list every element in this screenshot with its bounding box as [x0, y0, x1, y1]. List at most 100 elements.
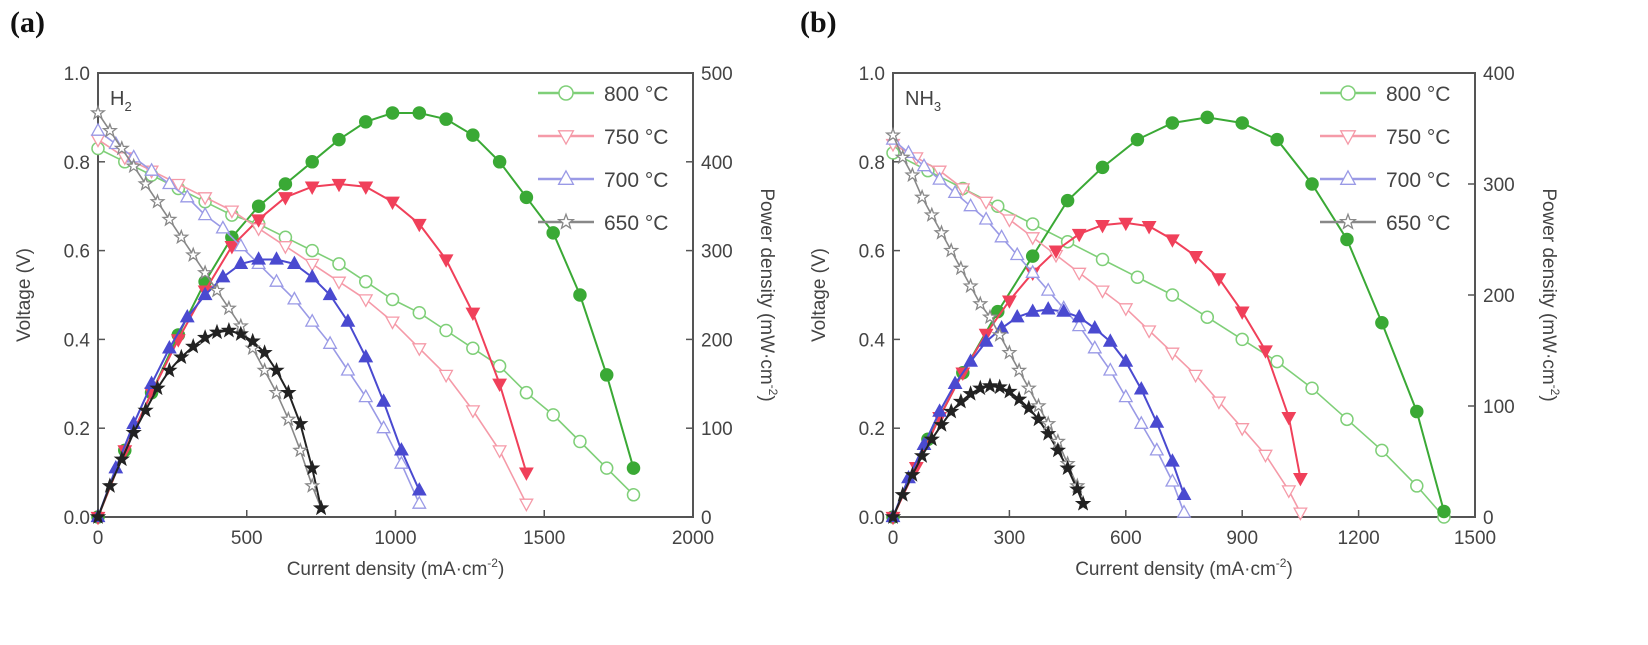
power-point — [1200, 110, 1215, 125]
x-tick-label: 1500 — [523, 528, 565, 549]
power-point — [1020, 399, 1037, 416]
power-point — [1048, 245, 1064, 259]
power-point — [1010, 390, 1028, 407]
voltage-point — [1095, 252, 1110, 267]
voltage-point — [519, 385, 534, 400]
voltage-point — [1165, 288, 1180, 302]
legend-marker — [1340, 85, 1356, 101]
power-point — [137, 401, 154, 418]
voltage-point — [170, 178, 186, 193]
power-point — [278, 177, 293, 191]
power-point — [1281, 411, 1297, 426]
power-point — [573, 288, 587, 302]
voltage-point — [332, 257, 346, 271]
power-point — [1118, 353, 1134, 367]
voltage-point — [197, 192, 213, 206]
gas-label: NH3 — [905, 88, 941, 114]
voltage-point — [331, 276, 347, 290]
legend-marker — [557, 169, 575, 185]
power-point — [978, 333, 994, 347]
voltage-point — [916, 157, 932, 172]
power-point — [268, 361, 285, 378]
legend-label: 650 °C — [1386, 212, 1450, 235]
power-point — [1059, 459, 1076, 476]
power-point — [89, 508, 107, 524]
voltage-point — [1102, 362, 1118, 376]
power-point — [376, 393, 392, 407]
power-point — [962, 385, 979, 401]
power-point — [1074, 495, 1092, 511]
voltage-point — [1010, 361, 1028, 378]
y2-axis-title: Power density (mW·cm-2) — [1538, 188, 1562, 401]
voltage-point — [955, 183, 971, 197]
voltage-point — [144, 162, 160, 176]
voltage-point — [412, 306, 427, 320]
power-point — [197, 329, 214, 345]
power-point — [884, 508, 902, 524]
voltage-point — [1118, 388, 1134, 403]
power-point — [438, 254, 454, 268]
x-tick-label: 1500 — [1454, 528, 1496, 549]
voltage-point — [1020, 379, 1037, 396]
voltage-point — [994, 229, 1010, 243]
power-point — [359, 115, 373, 129]
voltage-point — [546, 408, 560, 422]
power-point — [251, 251, 267, 265]
power-point — [1292, 472, 1308, 487]
voltage-point — [340, 362, 356, 376]
power-point — [913, 447, 931, 463]
x-tick-label: 1000 — [374, 528, 416, 549]
power-point — [304, 268, 320, 283]
voltage-point — [292, 441, 309, 458]
voltage-point — [1071, 267, 1087, 282]
power-line — [892, 116, 1445, 518]
x-tick-label: 500 — [231, 528, 263, 549]
voltage-point — [1118, 303, 1134, 317]
voltage-point — [914, 188, 931, 205]
voltage-point — [256, 361, 273, 378]
legend-entry: 800 °C — [1320, 83, 1450, 106]
voltage-point — [304, 477, 321, 493]
power-point — [1149, 414, 1165, 428]
x-axis-title-text: Current density (mA·cm — [1075, 559, 1276, 580]
power-point — [149, 379, 166, 396]
voltage-point — [1040, 282, 1056, 296]
voltage-point — [947, 184, 963, 199]
voltage-point — [901, 144, 916, 159]
power-line — [892, 221, 1302, 518]
gas-label: H2 — [110, 88, 132, 114]
power-point — [1188, 250, 1204, 265]
voltage-point — [1030, 397, 1047, 413]
power-point — [173, 348, 190, 365]
voltage-point — [932, 171, 948, 185]
y-tick-label: 1.0 — [64, 64, 90, 85]
voltage-point — [358, 388, 374, 403]
series-700 — [885, 131, 1192, 523]
voltage-point — [1235, 332, 1249, 347]
power-point — [331, 178, 347, 193]
voltage-point — [943, 242, 960, 258]
voltage-point — [137, 175, 154, 191]
x-tick-label: 0 — [888, 528, 899, 549]
panel-b: (b) 0 300 600 900 1200 1500 0.0 0.2 0.4 0.6 0.8 1.0 0… — [800, 6, 1562, 580]
legend-label: 750 °C — [1386, 126, 1450, 149]
voltage-point — [113, 139, 130, 156]
gas-label-sub: 3 — [934, 99, 941, 114]
power-point — [933, 416, 950, 432]
power-point — [1410, 404, 1424, 419]
power-point — [1001, 295, 1017, 309]
series-650 — [884, 126, 1092, 524]
power-point — [161, 361, 178, 378]
voltage-point — [1133, 415, 1149, 429]
voltage-point — [1087, 340, 1103, 354]
voltage-point — [304, 258, 320, 273]
power-point — [1305, 177, 1319, 191]
power-point — [304, 181, 320, 195]
voltage-point — [1009, 246, 1025, 261]
x-axis-title: Current density (mA·cm-2) — [287, 556, 505, 580]
voltage-point — [466, 341, 480, 356]
voltage-point — [904, 166, 921, 183]
legend-entry: 700 °C — [1320, 169, 1450, 192]
voltage-point — [161, 210, 178, 227]
power-point — [1141, 221, 1157, 235]
